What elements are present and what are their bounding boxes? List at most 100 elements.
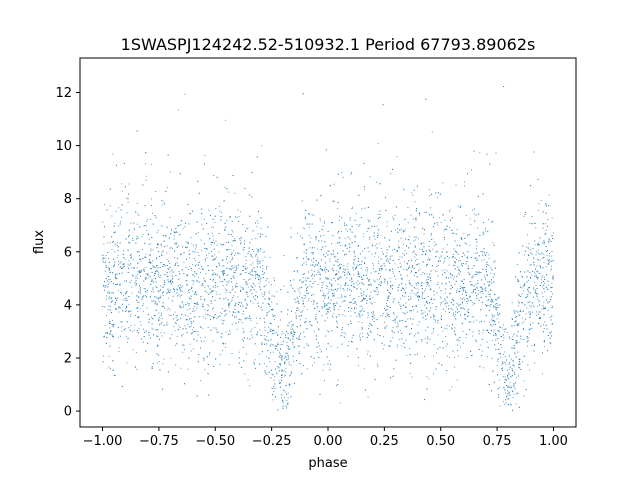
data-point [257, 260, 259, 262]
data-point [273, 391, 275, 392]
data-point [193, 327, 195, 329]
data-point [165, 274, 167, 276]
data-point [229, 303, 231, 305]
data-point [247, 286, 249, 288]
data-point [170, 283, 172, 285]
data-point [157, 362, 159, 364]
data-point [473, 321, 475, 323]
data-point [422, 261, 424, 263]
data-point [298, 351, 300, 353]
data-point [211, 316, 213, 318]
data-point [151, 205, 153, 206]
data-point [157, 298, 159, 300]
data-point [473, 265, 475, 267]
data-point [510, 404, 512, 406]
data-point [110, 368, 111, 369]
data-point [244, 373, 246, 375]
data-point [108, 262, 110, 263]
data-point [264, 292, 266, 294]
data-point [203, 340, 205, 342]
data-point [502, 334, 504, 336]
data-point [210, 303, 212, 304]
data-point [450, 276, 452, 278]
data-point [548, 261, 549, 263]
data-point [201, 267, 203, 269]
data-point [220, 336, 222, 338]
data-point [471, 292, 473, 294]
data-point [146, 296, 148, 298]
data-point [267, 226, 269, 228]
data-point [116, 245, 118, 246]
data-point [223, 269, 225, 271]
data-point [256, 259, 258, 261]
data-point [377, 236, 378, 238]
data-point [280, 319, 281, 321]
data-point [272, 394, 273, 396]
data-point [193, 338, 195, 340]
data-point [522, 339, 524, 340]
data-point [354, 235, 356, 237]
data-point [295, 317, 297, 319]
data-point [293, 360, 295, 362]
data-point [462, 342, 464, 344]
data-point [242, 338, 243, 340]
data-point [352, 298, 354, 300]
data-point [405, 339, 407, 341]
data-point [464, 290, 466, 292]
data-point [258, 283, 260, 285]
data-point [493, 329, 495, 331]
data-point [302, 264, 304, 266]
data-point [117, 297, 119, 299]
data-point [103, 289, 105, 291]
data-point [473, 275, 475, 277]
data-point [404, 228, 406, 230]
data-point [511, 318, 513, 319]
data-point [333, 313, 335, 315]
data-point [326, 317, 328, 319]
data-point [378, 234, 380, 236]
data-point [169, 291, 171, 293]
data-point [420, 242, 422, 244]
data-point [152, 260, 153, 262]
data-point [270, 352, 271, 354]
data-point [315, 239, 317, 241]
data-point [377, 143, 379, 145]
data-point [225, 119, 227, 121]
data-point [416, 276, 418, 278]
data-point [327, 250, 329, 252]
data-point [551, 217, 553, 219]
data-point [212, 218, 214, 220]
data-point [325, 277, 327, 279]
data-point [452, 350, 454, 352]
data-point [363, 236, 365, 238]
data-point [119, 223, 121, 225]
data-point [339, 215, 340, 217]
data-point [132, 349, 134, 351]
data-point [410, 214, 412, 216]
data-point [355, 212, 357, 214]
data-point [394, 275, 395, 277]
data-point [453, 276, 455, 278]
data-point [141, 236, 143, 238]
data-point [290, 330, 292, 332]
data-point [448, 308, 450, 310]
data-point [160, 332, 162, 334]
data-point [313, 261, 315, 263]
data-point [126, 362, 128, 364]
data-point [416, 284, 418, 286]
data-point [122, 263, 124, 265]
data-point [212, 327, 214, 329]
data-point [173, 314, 174, 316]
data-point [427, 276, 429, 278]
data-point [512, 339, 514, 341]
data-point [411, 192, 413, 194]
data-point [370, 332, 372, 333]
data-point [150, 198, 152, 200]
data-point [270, 377, 272, 379]
data-point [482, 268, 484, 270]
data-point [223, 343, 225, 345]
data-point [228, 304, 229, 306]
data-point [425, 250, 427, 252]
data-point [336, 301, 338, 303]
data-point [399, 320, 401, 322]
